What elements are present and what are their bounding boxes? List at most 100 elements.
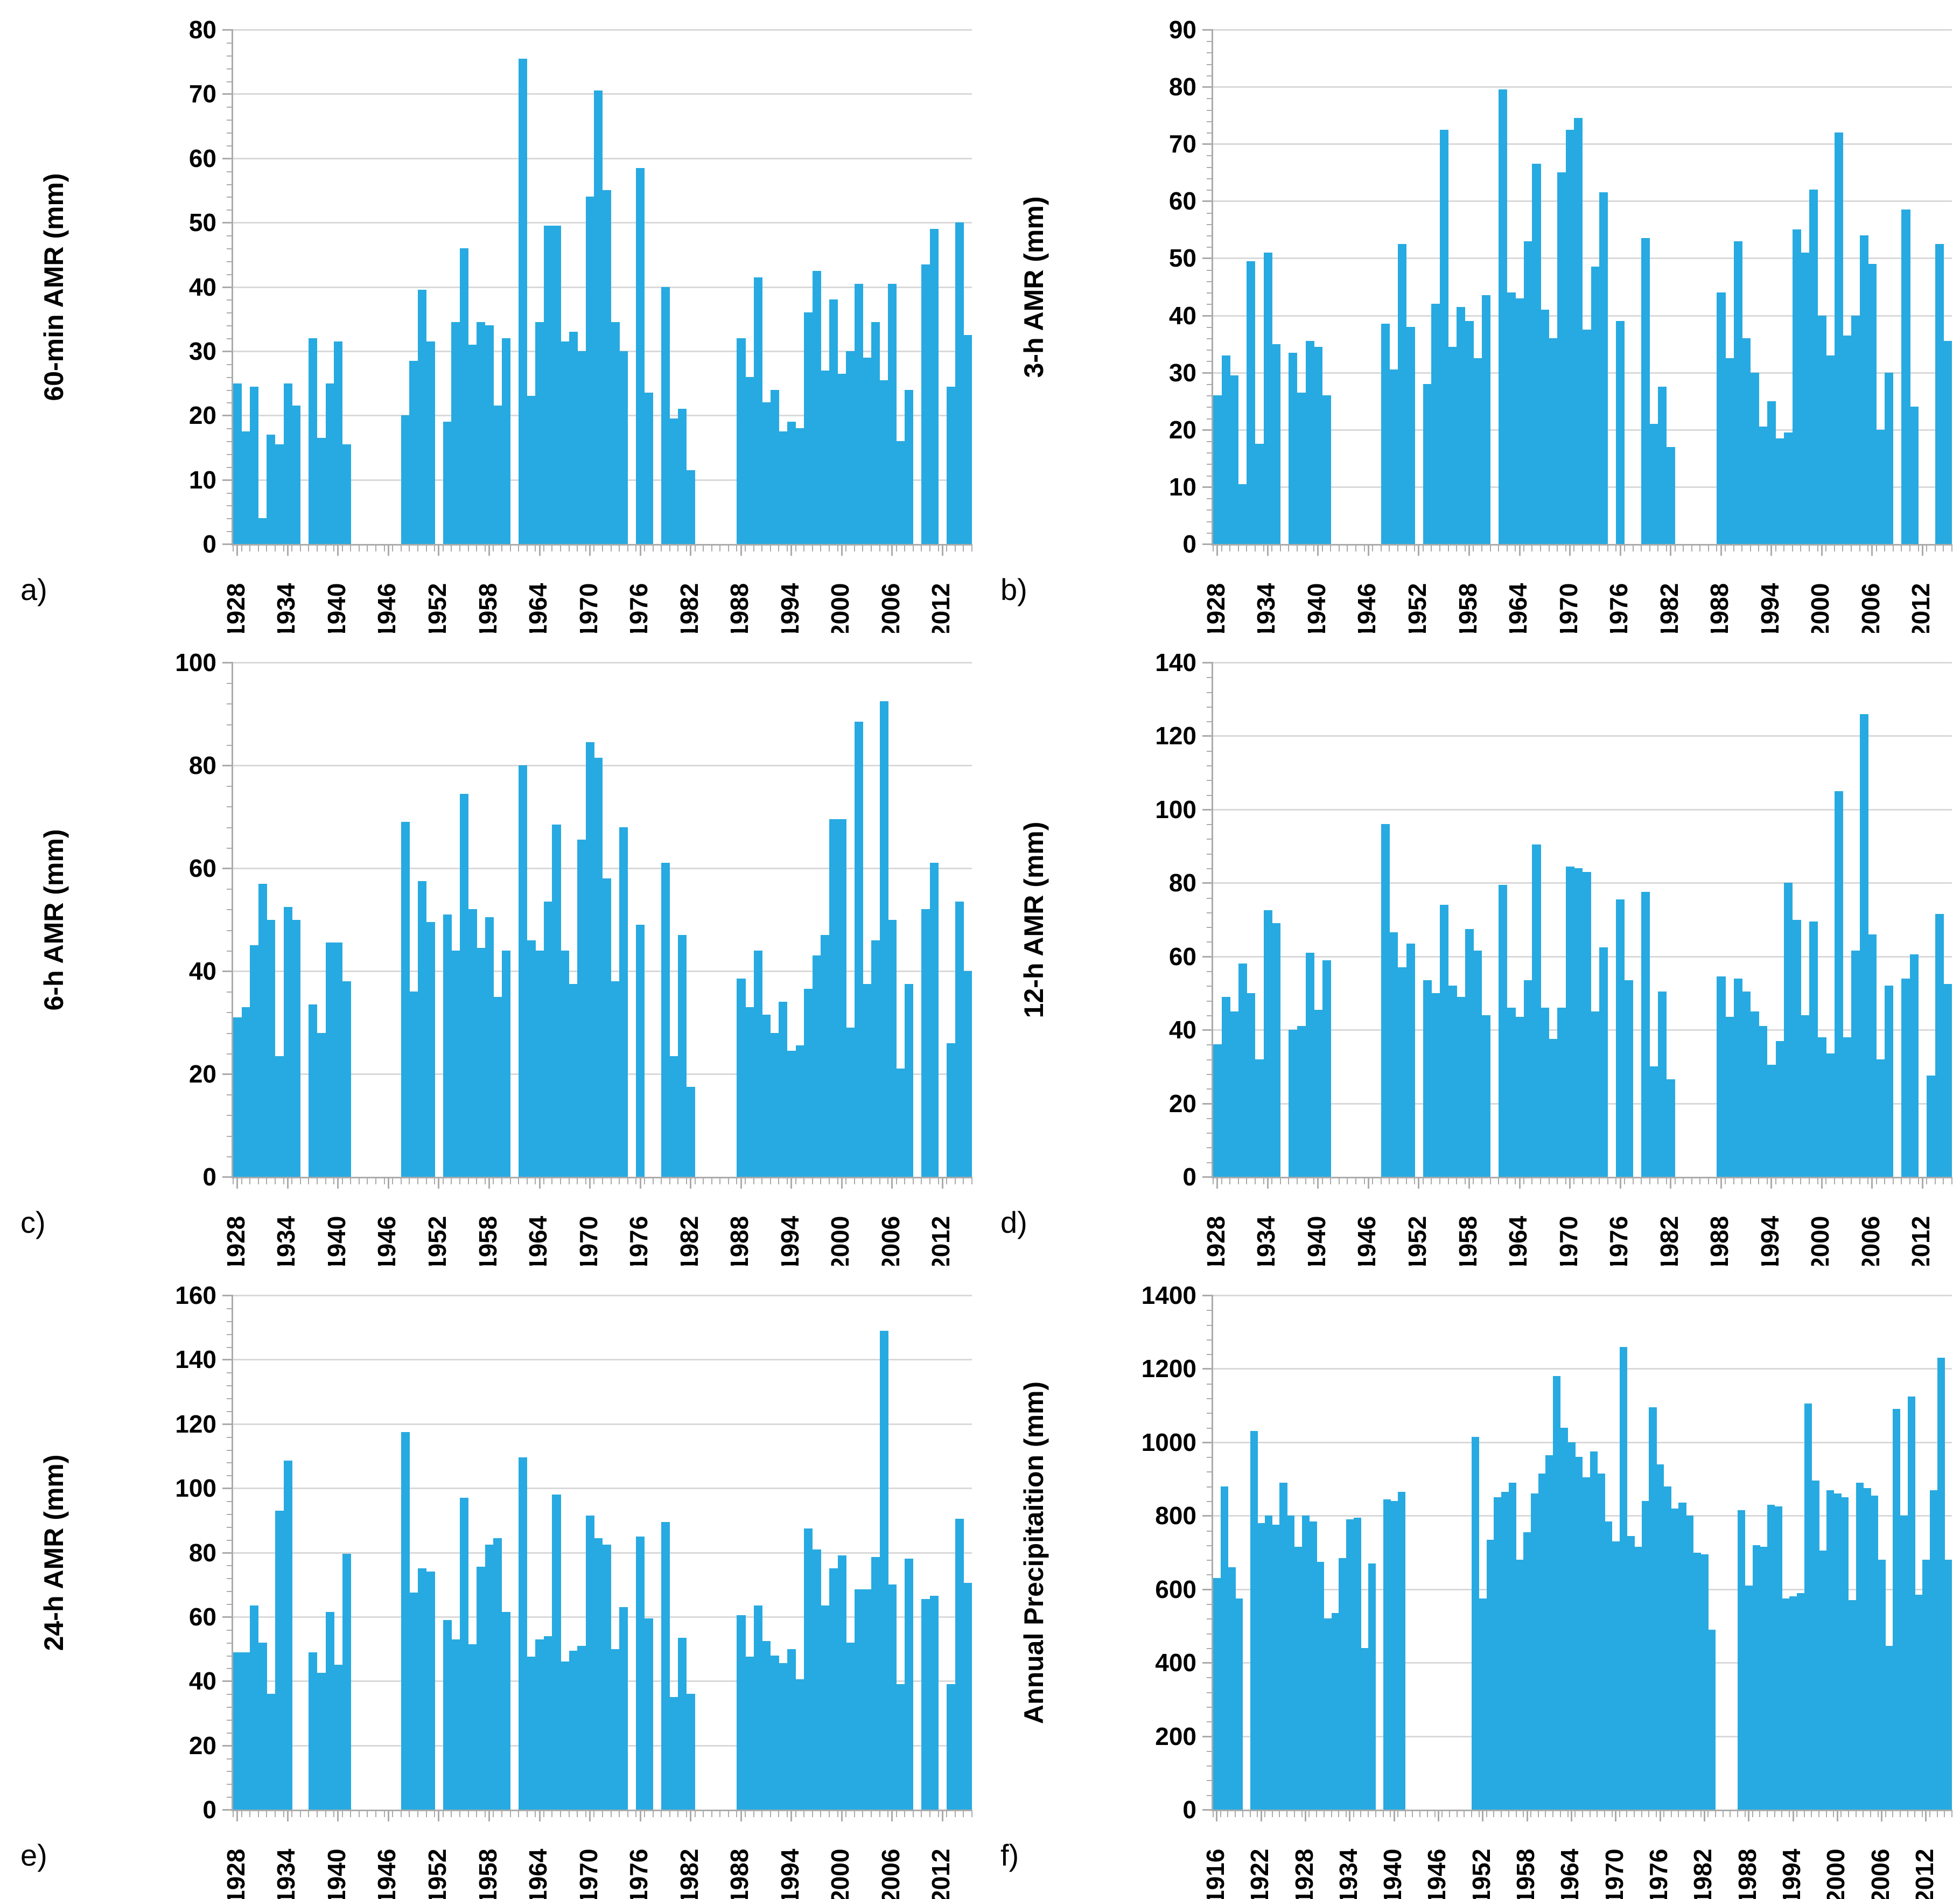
- x-minor-tick: [1767, 1810, 1768, 1817]
- bar-year-1963: [527, 1657, 536, 1810]
- bar-year-1980: [1649, 424, 1658, 544]
- x-minor-tick: [619, 1177, 620, 1184]
- bar-year-2002: [854, 283, 863, 544]
- x-minor-tick: [1691, 1177, 1692, 1184]
- x-minor-tick: [1842, 1177, 1844, 1184]
- bar-year-1998: [1801, 1015, 1810, 1177]
- x-minor-tick: [283, 1810, 284, 1817]
- x-minor-tick: [1737, 1810, 1739, 1817]
- x-minor-tick: [635, 544, 637, 551]
- y-major-tick: [1202, 1515, 1213, 1517]
- y-minor-tick: [1207, 521, 1213, 522]
- bar-year-2007: [1876, 1059, 1885, 1177]
- x-minor-tick: [367, 1810, 368, 1817]
- x-minor-tick: [963, 1177, 964, 1184]
- x-tick-label-1928: 1928: [1201, 1216, 1230, 1266]
- bar-year-2007: [896, 441, 905, 544]
- x-tick-label-1994: 1994: [775, 1216, 804, 1266]
- x-tick-label-2012: 2012: [927, 1216, 955, 1266]
- y-tick-label: 10: [1168, 472, 1196, 501]
- y-tick-label: 70: [188, 80, 216, 108]
- y-tick-label: 40: [1168, 301, 1196, 330]
- y-tick-label: 30: [188, 337, 216, 365]
- y-gridline: [233, 662, 972, 664]
- x-minor-tick: [308, 544, 310, 551]
- x-minor-tick: [1237, 544, 1239, 551]
- x-minor-tick: [518, 544, 520, 551]
- y-major-tick: [222, 1295, 233, 1296]
- x-minor-tick: [1574, 1810, 1576, 1817]
- x-major-tick: [488, 544, 491, 556]
- y-tick-label: 20: [188, 401, 216, 430]
- x-minor-tick: [1800, 544, 1802, 551]
- bar-year-1996: [1804, 1404, 1812, 1810]
- y-minor-tick: [1207, 824, 1213, 826]
- x-minor-tick: [1685, 1810, 1687, 1817]
- x-minor-tick: [1899, 1810, 1901, 1817]
- x-minor-tick: [1875, 544, 1877, 551]
- x-minor-tick: [1699, 1177, 1701, 1184]
- x-minor-tick: [291, 1810, 293, 1817]
- x-tick-label-1964: 1964: [524, 1848, 552, 1899]
- bar-year-1956: [1448, 346, 1457, 544]
- bar-year-1939: [325, 383, 334, 544]
- x-major-tick: [438, 544, 440, 556]
- x-major-tick: [1526, 1810, 1528, 1821]
- x-minor-tick: [677, 544, 679, 551]
- bar-year-1969: [1557, 172, 1566, 544]
- x-minor-tick: [1439, 1177, 1440, 1184]
- bar-year-1977: [644, 393, 654, 544]
- bar-year-1948: [401, 822, 410, 1177]
- bar-year-1981: [678, 935, 687, 1177]
- x-minor-tick: [610, 1810, 612, 1817]
- x-minor-tick: [853, 544, 855, 551]
- bar-year-2010: [1901, 978, 1910, 1177]
- x-minor-tick: [1692, 1810, 1694, 1817]
- x-minor-tick: [1817, 544, 1818, 551]
- x-minor-tick: [1714, 1810, 1716, 1817]
- x-major-tick: [387, 1810, 389, 1821]
- x-major-tick: [337, 1810, 339, 1821]
- bar-year-1957: [477, 948, 486, 1177]
- x-major-tick: [639, 544, 641, 556]
- bar-year-1989: [1725, 358, 1734, 544]
- x-minor-tick: [1486, 1810, 1487, 1817]
- x-minor-tick: [333, 1177, 335, 1184]
- bar-year-1976: [636, 167, 645, 544]
- y-minor-tick: [227, 1539, 233, 1541]
- x-tick-label-1982: 1982: [1689, 1848, 1717, 1899]
- x-minor-tick: [442, 1810, 444, 1817]
- bar-year-2013: [947, 1043, 956, 1177]
- x-minor-tick: [1382, 1810, 1384, 1817]
- bar-year-1934: [1346, 1519, 1354, 1810]
- bar-year-1996: [804, 312, 813, 544]
- x-minor-tick: [954, 1810, 956, 1817]
- bar-year-1962: [1499, 884, 1508, 1177]
- x-minor-tick: [1288, 544, 1290, 551]
- bar-year-1931: [1238, 484, 1247, 544]
- y-minor-tick: [227, 724, 233, 725]
- bar-year-1932: [1247, 261, 1256, 544]
- bar-year-1961: [1545, 1455, 1553, 1810]
- x-minor-tick: [409, 1177, 410, 1184]
- x-tick-label-1976: 1976: [625, 583, 653, 633]
- x-tick-label-1988: 1988: [1705, 1216, 1734, 1266]
- x-minor-tick: [316, 544, 318, 551]
- bar-year-1937: [309, 1652, 318, 1810]
- x-minor-tick: [1892, 1810, 1894, 1817]
- bar-year-1964: [535, 322, 544, 544]
- x-minor-tick: [1951, 1810, 1952, 1817]
- bar-year-1940: [334, 942, 343, 1177]
- x-minor-tick: [1296, 1177, 1298, 1184]
- x-minor-tick: [1464, 1177, 1466, 1184]
- x-major-tick: [941, 544, 943, 556]
- x-minor-tick: [299, 1177, 301, 1184]
- x-minor-tick: [745, 544, 746, 551]
- x-major-tick: [387, 544, 389, 556]
- y-minor-tick: [227, 68, 233, 69]
- x-minor-tick: [1397, 544, 1398, 551]
- y-tick-label: 600: [1155, 1575, 1196, 1603]
- x-minor-tick: [652, 1810, 654, 1817]
- y-tick-label: 80: [188, 16, 216, 44]
- x-minor-tick: [736, 1810, 738, 1817]
